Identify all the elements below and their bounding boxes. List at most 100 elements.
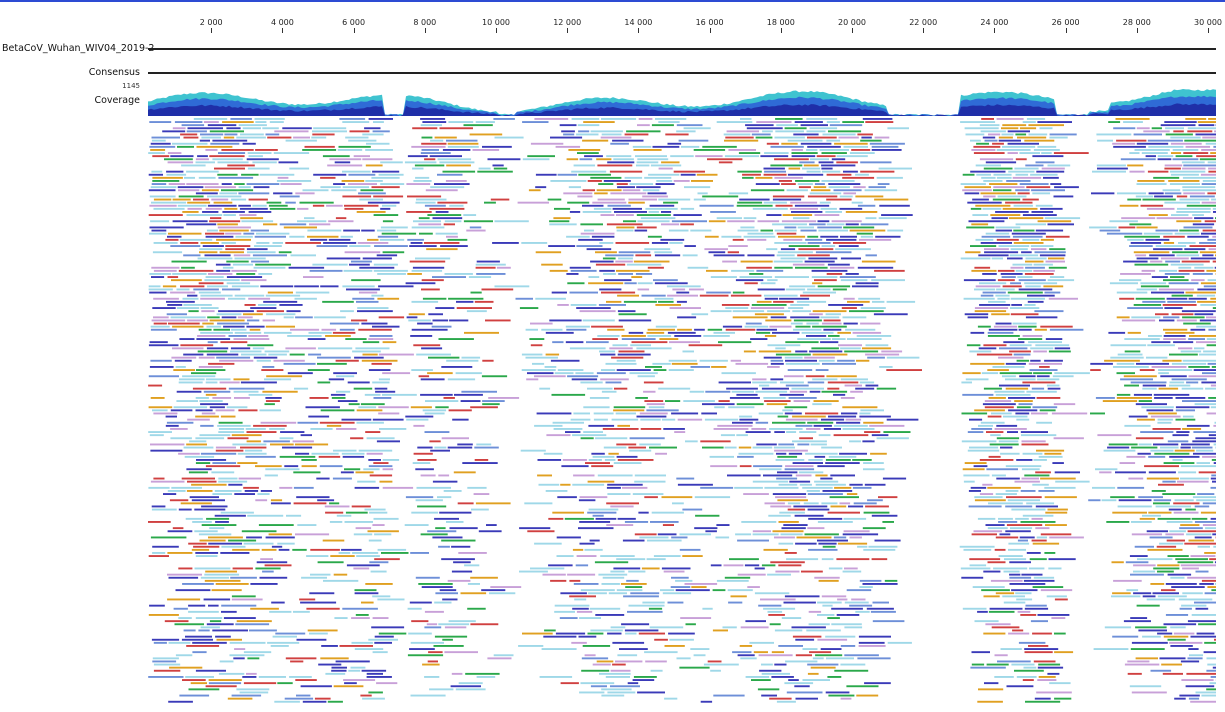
read[interactable] (530, 142, 564, 145)
read[interactable] (1038, 663, 1061, 666)
read[interactable] (739, 645, 753, 647)
read[interactable] (693, 149, 726, 151)
read[interactable] (738, 452, 774, 455)
read[interactable] (731, 390, 754, 393)
read[interactable] (1026, 552, 1041, 554)
read[interactable] (178, 617, 192, 619)
read[interactable] (574, 598, 587, 601)
read[interactable] (821, 558, 834, 561)
read[interactable] (179, 338, 195, 340)
read[interactable] (1022, 452, 1043, 455)
read[interactable] (349, 245, 371, 247)
read[interactable] (418, 583, 453, 585)
read[interactable] (654, 282, 688, 285)
read[interactable] (1003, 341, 1025, 344)
read[interactable] (192, 387, 227, 390)
read[interactable] (961, 576, 984, 579)
read[interactable] (368, 459, 381, 461)
read[interactable] (778, 542, 794, 545)
read[interactable] (289, 167, 310, 170)
read[interactable] (209, 406, 225, 409)
read[interactable] (258, 304, 277, 306)
read[interactable] (1135, 437, 1164, 440)
read[interactable] (482, 400, 505, 402)
read[interactable] (844, 601, 869, 604)
read[interactable] (345, 511, 368, 514)
read[interactable] (601, 291, 636, 294)
read[interactable] (200, 576, 229, 579)
read[interactable] (592, 455, 615, 458)
read[interactable] (379, 238, 405, 241)
read[interactable] (1136, 418, 1155, 421)
read[interactable] (1190, 555, 1216, 557)
read[interactable] (1142, 198, 1176, 201)
read[interactable] (207, 285, 228, 288)
read[interactable] (643, 390, 656, 393)
read[interactable] (1209, 682, 1217, 685)
read[interactable] (998, 555, 1023, 557)
read[interactable] (254, 245, 282, 247)
read[interactable] (757, 220, 780, 223)
read[interactable] (813, 424, 832, 427)
read[interactable] (1024, 607, 1049, 610)
read[interactable] (232, 263, 253, 266)
read[interactable] (1163, 635, 1189, 638)
read[interactable] (372, 418, 404, 421)
read[interactable] (583, 121, 615, 123)
read[interactable] (1134, 263, 1169, 266)
read[interactable] (344, 207, 364, 210)
read[interactable] (572, 607, 589, 610)
read[interactable] (1033, 576, 1055, 579)
read[interactable] (580, 437, 594, 440)
read[interactable] (411, 328, 448, 331)
read[interactable] (608, 452, 619, 455)
read[interactable] (1166, 521, 1193, 523)
read[interactable] (172, 325, 204, 328)
read[interactable] (1124, 235, 1160, 238)
read[interactable] (792, 462, 823, 464)
read[interactable] (616, 589, 643, 592)
read[interactable] (580, 589, 615, 592)
read[interactable] (980, 294, 994, 297)
read[interactable] (378, 406, 409, 409)
read[interactable] (554, 610, 575, 613)
read[interactable] (750, 338, 768, 340)
read[interactable] (742, 176, 754, 179)
read[interactable] (772, 195, 805, 198)
read[interactable] (202, 245, 224, 247)
read[interactable] (820, 316, 840, 319)
read[interactable] (169, 499, 189, 502)
read[interactable] (342, 186, 370, 189)
read[interactable] (1187, 235, 1209, 238)
read[interactable] (980, 242, 1012, 244)
read[interactable] (228, 297, 246, 300)
read[interactable] (630, 344, 651, 347)
read[interactable] (673, 170, 705, 173)
read[interactable] (534, 375, 566, 378)
read[interactable] (1032, 192, 1051, 195)
read[interactable] (590, 176, 622, 179)
read[interactable] (855, 195, 884, 198)
read[interactable] (440, 245, 468, 247)
read[interactable] (743, 350, 756, 353)
read[interactable] (1130, 648, 1165, 650)
read[interactable] (1036, 397, 1061, 399)
read[interactable] (1054, 651, 1074, 654)
read[interactable] (1173, 130, 1184, 133)
read[interactable] (360, 403, 385, 406)
read[interactable] (1093, 648, 1129, 650)
read[interactable] (448, 121, 474, 123)
read[interactable] (1054, 632, 1066, 635)
read[interactable] (206, 517, 230, 520)
read[interactable] (148, 486, 170, 489)
read[interactable] (336, 428, 357, 430)
read[interactable] (996, 424, 1018, 427)
read[interactable] (640, 418, 661, 421)
read[interactable] (1018, 338, 1043, 340)
read[interactable] (979, 282, 1007, 285)
read[interactable] (983, 595, 1000, 598)
read[interactable] (1124, 384, 1139, 387)
read[interactable] (871, 145, 899, 148)
read[interactable] (1037, 666, 1064, 669)
read[interactable] (770, 378, 784, 381)
